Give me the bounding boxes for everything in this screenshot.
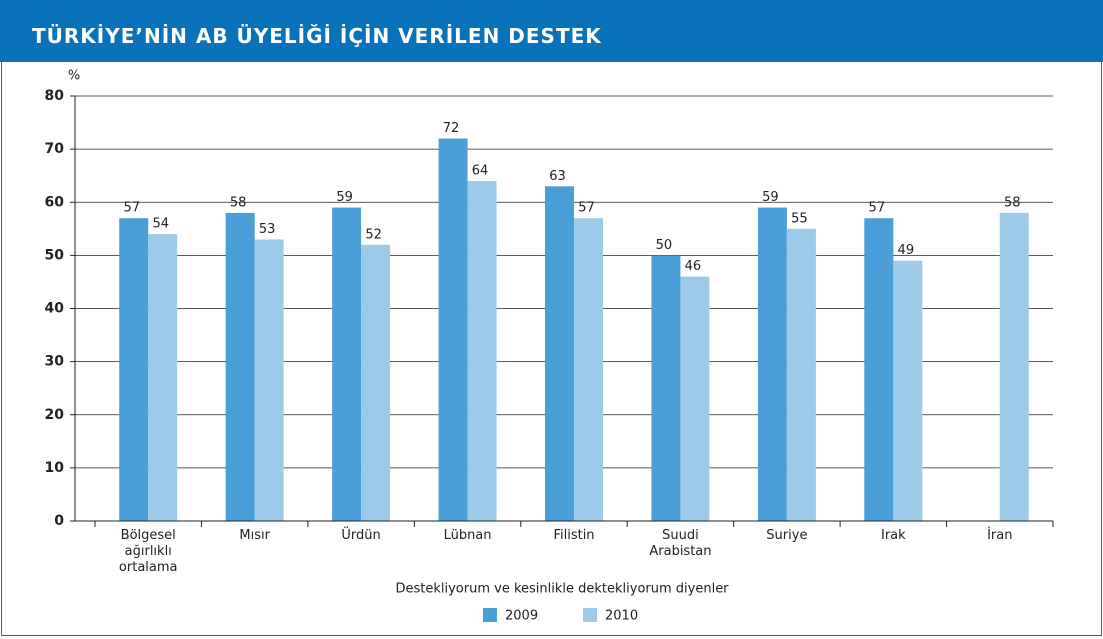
bar xyxy=(467,181,497,521)
value-label: 58 xyxy=(230,195,247,210)
value-label: 59 xyxy=(336,190,353,205)
value-label: 49 xyxy=(898,243,915,258)
x-tick-label: Irak xyxy=(880,528,906,543)
x-tick-label: Bölgesel ağırlıklı ortalama xyxy=(118,528,178,575)
value-label: 52 xyxy=(365,227,382,242)
bar xyxy=(680,276,710,521)
bar xyxy=(893,260,923,521)
bar xyxy=(361,244,391,521)
y-tick-label: 80 xyxy=(45,88,65,104)
legend-label: 2009 xyxy=(505,609,538,624)
bar xyxy=(254,239,284,521)
legend-label: 2010 xyxy=(605,609,638,624)
bar xyxy=(757,207,787,521)
x-tick-label: Ürdün xyxy=(341,528,381,543)
value-label: 64 xyxy=(472,164,489,179)
bar xyxy=(864,218,894,521)
value-label: 55 xyxy=(791,211,808,226)
value-label: 63 xyxy=(549,169,566,184)
y-tick-label: 60 xyxy=(45,194,65,210)
value-label: 59 xyxy=(762,190,779,205)
bar xyxy=(332,207,362,521)
value-label: 54 xyxy=(152,217,169,232)
bar xyxy=(148,234,178,521)
x-tick-label: Suudi Arabistan xyxy=(649,528,712,559)
y-tick-label: 0 xyxy=(54,513,64,529)
value-label: 58 xyxy=(1004,195,1021,210)
legend-swatch xyxy=(483,608,497,622)
header-band xyxy=(0,0,1103,62)
x-tick-label: Filistin xyxy=(553,528,595,543)
x-tick-label: Suriye xyxy=(766,528,808,543)
bar xyxy=(999,212,1029,521)
y-tick-label: 40 xyxy=(45,301,65,317)
x-axis-label: Destekliyorum ve kesinlikle dektekliyoru… xyxy=(395,582,729,597)
value-label: 53 xyxy=(259,222,276,237)
y-tick-label: 30 xyxy=(45,354,65,370)
value-label: 57 xyxy=(869,201,886,216)
value-label: 72 xyxy=(443,121,460,136)
bar xyxy=(119,218,149,521)
bar xyxy=(651,255,681,521)
value-label: 46 xyxy=(685,259,702,274)
value-label: 50 xyxy=(656,238,673,253)
value-label: 57 xyxy=(578,201,595,216)
x-tick-label: Lübnan xyxy=(443,528,492,543)
bar xyxy=(438,138,468,521)
y-tick-label: 50 xyxy=(45,247,65,263)
y-tick-label: 20 xyxy=(45,407,65,423)
bar xyxy=(574,218,603,521)
y-tick-label: 10 xyxy=(45,460,65,476)
y-tick-label: 70 xyxy=(45,141,65,157)
frame xyxy=(1,62,1102,636)
x-tick-label: İran xyxy=(987,528,1013,543)
y-axis-label: % xyxy=(68,69,80,84)
x-tick-label: Mısır xyxy=(239,528,270,543)
bar xyxy=(786,228,816,521)
bar xyxy=(225,212,255,521)
value-label: 57 xyxy=(123,201,140,216)
bar xyxy=(545,186,574,521)
legend-swatch xyxy=(583,608,597,622)
chart-title: TÜRKİYE’NİN AB ÜYELİĞİ İÇİN VERİLEN DEST… xyxy=(32,24,602,48)
